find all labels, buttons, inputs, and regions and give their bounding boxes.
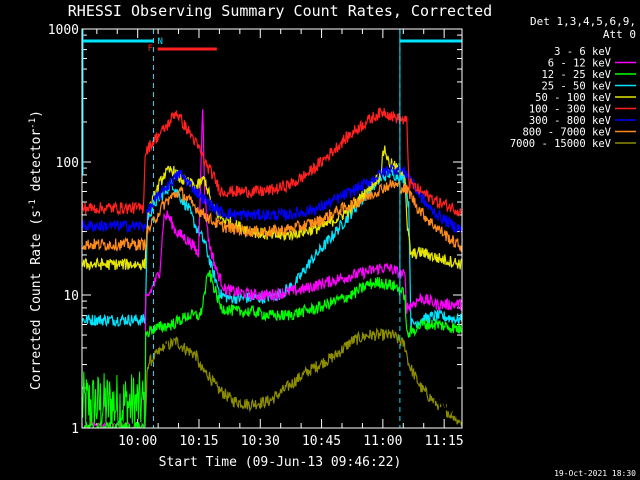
flag-label-n: N bbox=[158, 37, 163, 47]
legend-label-6: 300 - 800 keV bbox=[529, 115, 612, 127]
x-tick-label-0: 10:00 bbox=[118, 434, 157, 449]
legend-header-attenuator: Att 0 bbox=[603, 28, 636, 41]
x-tick-label-5: 11:15 bbox=[425, 434, 464, 449]
y-axis-label: Corrected Count Rate (s-1 detector-1) bbox=[28, 110, 44, 390]
legend-label-3: 25 - 50 keV bbox=[541, 81, 611, 93]
y-tick-label-0: 1 bbox=[71, 422, 79, 437]
y-tick-label-3: 1000 bbox=[48, 23, 79, 38]
svg-text:Corrected Count Rate (s-1 dete: Corrected Count Rate (s-1 detector-1) bbox=[28, 110, 44, 390]
plot-area: NF bbox=[81, 28, 463, 429]
series-line-800-7000-kev bbox=[82, 179, 462, 253]
y-tick-label-1: 10 bbox=[63, 289, 79, 304]
series-line-12-25-kev bbox=[82, 269, 462, 428]
series-group bbox=[82, 107, 462, 428]
legend-label-0: 3 - 6 keV bbox=[554, 46, 612, 58]
y-label-part3: ) bbox=[29, 110, 44, 118]
y-label-part2: detector bbox=[29, 129, 44, 200]
series-line-300-800-kev bbox=[82, 162, 462, 234]
legend-label-8: 7000 - 15000 keV bbox=[510, 138, 612, 150]
y-label-part1: Corrected Count Rate (s bbox=[29, 210, 44, 390]
legend-label-4: 50 - 100 keV bbox=[535, 92, 612, 104]
x-tick-label-3: 10:45 bbox=[302, 434, 341, 449]
legend-label-2: 12 - 25 keV bbox=[541, 69, 611, 81]
x-axis-label: Start Time (09-Jun-13 09:46:22) bbox=[159, 455, 402, 470]
series-line-100-300-kev bbox=[82, 107, 462, 218]
y-ticks: 1 10 100 1000 bbox=[48, 23, 462, 437]
chart-title: RHESSI Observing Summary Count Rates, Co… bbox=[68, 2, 492, 20]
flag-label-f: F bbox=[148, 44, 153, 54]
y-tick-label-2: 100 bbox=[56, 156, 79, 171]
x-ticks: 10:00 10:15 10:30 10:45 11:00 11:15 bbox=[96, 29, 464, 449]
legend-label-5: 100 - 300 keV bbox=[529, 104, 612, 116]
legend-label-7: 800 - 7000 keV bbox=[522, 127, 611, 139]
x-tick-label-4: 11:00 bbox=[363, 434, 402, 449]
timestamp: 19-Oct-2021 18:30 bbox=[554, 469, 636, 478]
y-label-sup2: -1 bbox=[28, 118, 38, 129]
x-tick-label-1: 10:15 bbox=[179, 434, 218, 449]
legend-header-detectors: Det 1,3,4,5,6,9, bbox=[530, 15, 636, 28]
y-label-sup1: -1 bbox=[28, 199, 38, 210]
plot-frame bbox=[81, 28, 463, 429]
x-tick-label-2: 10:30 bbox=[241, 434, 280, 449]
legend-label-1: 6 - 12 keV bbox=[548, 58, 612, 70]
